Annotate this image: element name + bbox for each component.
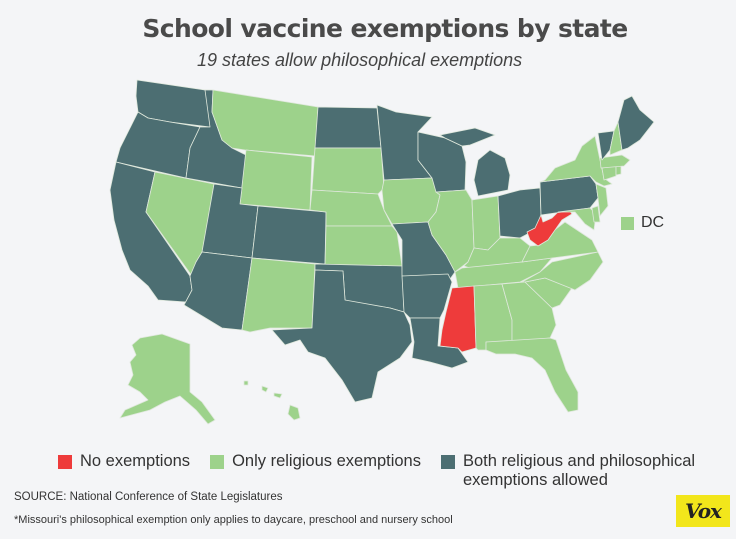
state-iowa: [381, 177, 441, 225]
dc-text: DC: [641, 214, 665, 231]
state-alaska: [119, 333, 216, 425]
state-delaware: [591, 205, 601, 223]
legend-label: Both religious and philosophical exempti…: [462, 452, 696, 489]
state-north-dakota: [314, 106, 382, 149]
legend-swatch-green: [210, 455, 225, 469]
state-virginia: [521, 221, 599, 263]
state-hawaii: [243, 380, 301, 421]
state-louisiana: [409, 317, 469, 369]
state-michigan: [439, 127, 511, 197]
source-text: SOURCE: National Conference of State Leg…: [14, 491, 283, 503]
state-massachusetts: [599, 154, 631, 169]
vox-logo: Vox: [676, 495, 730, 527]
state-wyoming: [239, 149, 313, 211]
legend-item-none: No exemptions: [58, 452, 190, 490]
state-kansas: [324, 225, 403, 267]
state-north-carolina: [521, 251, 604, 291]
state-florida: [485, 337, 579, 413]
state-south-dakota: [311, 147, 385, 195]
chart-title: School vaccine exemptions by state: [142, 14, 628, 43]
state-maine: [617, 95, 655, 151]
legend-label: Only religious exemptions: [232, 452, 421, 470]
dc-label: DC: [621, 214, 664, 232]
state-colorado: [251, 205, 327, 265]
legend-label: No exemptions: [80, 452, 191, 470]
state-texas: [271, 269, 413, 403]
state-new-jersey: [595, 183, 609, 217]
state-arkansas: [401, 273, 453, 319]
state-west-virginia: [526, 207, 573, 247]
legend: No exemptions Only religious exemptions …: [58, 452, 731, 490]
state-illinois: [427, 189, 475, 273]
state-maryland: [557, 207, 597, 231]
chart-subtitle: 19 states allow philosophical exemptions: [197, 50, 523, 70]
legend-item-both: Both religious and philosophical exempti…: [440, 452, 711, 490]
legend-item-religious: Only religious exemptions: [210, 452, 421, 490]
state-rhode-island: [615, 165, 622, 176]
state-new-mexico: [241, 257, 316, 333]
legend-swatch-red: [58, 455, 72, 469]
dc-swatch: [621, 216, 634, 230]
footnote-text: *Missouri's philosophical exemption only…: [14, 514, 453, 526]
legend-swatch-slate: [440, 455, 455, 469]
